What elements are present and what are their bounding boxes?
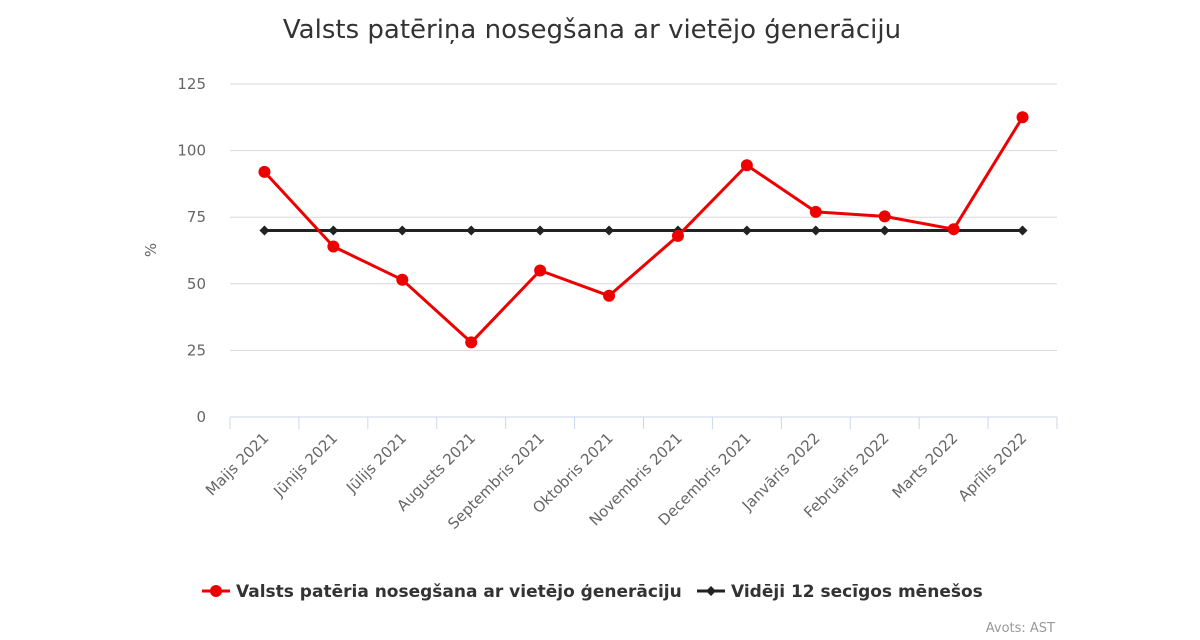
y-tick-label: 50 <box>187 275 206 293</box>
chart-title: Valsts patēriņa nosegšana ar vietējo ģen… <box>283 15 901 45</box>
legend-marker <box>210 585 222 597</box>
legend-label: Vidēji 12 secīgos mēnešos <box>731 582 983 602</box>
y-tick-label: 25 <box>187 341 206 359</box>
data-point <box>535 225 546 236</box>
data-point <box>396 273 409 286</box>
x-tick-label: Maijs 2021 <box>202 429 272 499</box>
y-tick-label: 125 <box>177 75 206 93</box>
x-tick-label: Jūnijs 2021 <box>269 429 341 501</box>
data-point <box>258 165 271 178</box>
credits: Avots: AST <box>986 621 1055 636</box>
series-line <box>263 116 1024 344</box>
data-point <box>1017 225 1028 236</box>
y-tick-label: 100 <box>177 142 206 160</box>
data-point <box>604 225 615 236</box>
data-point <box>465 336 478 349</box>
data-point <box>947 223 960 236</box>
gridlines <box>230 83 1057 351</box>
data-point <box>397 225 408 236</box>
x-tick-label: Jūlijs 2021 <box>342 429 410 497</box>
data-point <box>603 289 616 302</box>
y-axis-label: % <box>142 243 160 257</box>
series-coverage <box>258 111 1029 349</box>
data-point <box>879 225 890 236</box>
legend-label: Valsts patēria nosegšana ar vietējo ģene… <box>236 582 682 602</box>
y-tick-label: 75 <box>187 208 206 226</box>
data-point <box>328 225 339 236</box>
legend-marker <box>706 586 716 596</box>
data-point <box>740 159 753 172</box>
data-point <box>878 210 891 223</box>
legend: Valsts patēria nosegšana ar vietējo ģene… <box>202 582 983 602</box>
series-average <box>259 225 1028 236</box>
data-point <box>671 229 684 242</box>
y-axis-ticks: 0 25 50 75 100 125 <box>177 75 206 426</box>
data-point <box>741 225 752 236</box>
series-layer <box>258 111 1029 349</box>
y-tick-label: 0 <box>196 408 206 426</box>
data-point <box>466 225 477 236</box>
data-point <box>259 225 270 236</box>
data-point <box>534 264 547 277</box>
data-point <box>1016 111 1029 124</box>
x-tick-label: Marts 2022 <box>889 429 962 502</box>
x-tick-label: Aprīlis 2022 <box>955 429 1031 505</box>
data-point <box>809 205 822 218</box>
data-point <box>810 225 821 236</box>
data-point <box>327 240 340 253</box>
